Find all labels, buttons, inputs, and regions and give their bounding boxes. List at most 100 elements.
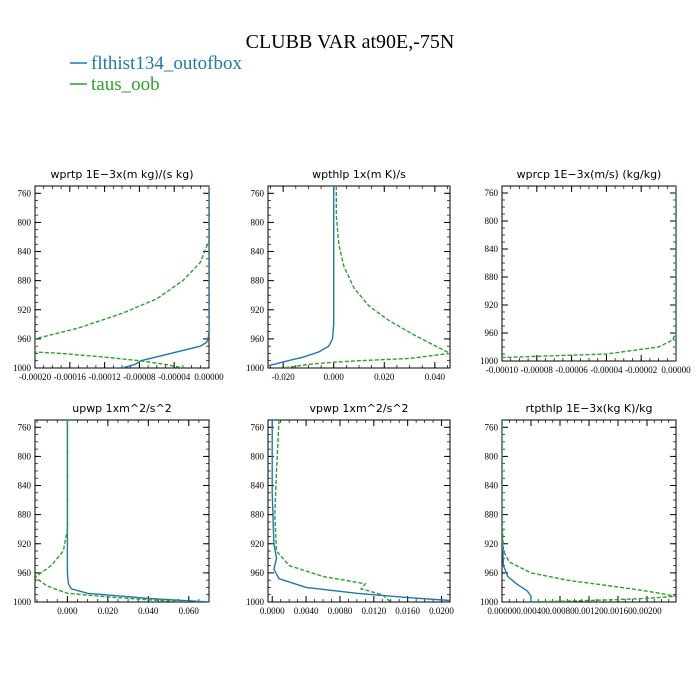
legend-label-flthist134: flthist134_outofbox — [91, 53, 242, 74]
series-line-taus-oob — [274, 420, 392, 602]
x-tick-label: -0.00008 — [123, 372, 156, 382]
y-tick-label: 920 — [485, 539, 499, 549]
y-tick-label: 760 — [18, 422, 32, 432]
y-tick-label: 960 — [485, 328, 499, 338]
y-tick-label: 880 — [251, 276, 265, 286]
x-tick-label: 0.040 — [425, 372, 446, 382]
x-tick-label: 0.000 — [324, 372, 345, 382]
y-tick-label: 880 — [251, 510, 265, 520]
y-tick-label: 880 — [18, 276, 32, 286]
y-tick-label: 800 — [18, 451, 32, 461]
panel-4: vpwp 1xm^2/s^276080084088092096010000.00… — [246, 402, 454, 616]
y-tick-label: 920 — [18, 539, 32, 549]
x-tick-label: 0.020 — [98, 606, 119, 616]
panel-5: rtpthlp 1E−3x(kg K)/kg 760 800 840 880 920 960… — [480, 402, 677, 616]
y-tick-label: 840 — [251, 247, 265, 257]
y-tick-label: 760 — [251, 422, 265, 432]
series-line-flthist134 — [502, 420, 532, 602]
plot-frame — [34, 185, 210, 369]
panel-title: vpwp 1xm^2/s^2 — [309, 402, 408, 415]
x-tick-label: 0.0040 — [294, 606, 319, 616]
y-tick-label: 1000 — [246, 597, 265, 607]
series-line-taus-oob — [502, 420, 676, 602]
y-tick-label: 1000 — [480, 356, 499, 366]
y-tick-label: 880 — [485, 510, 499, 520]
x-tick-label: 0.0200 — [429, 606, 454, 616]
x-tick-label: 0.0120 — [361, 606, 386, 616]
y-tick-label: 1000 — [246, 363, 265, 373]
series-line-flthist134 — [271, 420, 450, 602]
panel-title: rtpthlp 1E−3x(kg K)/kg — [525, 402, 652, 415]
plot-frame — [501, 185, 677, 362]
y-tick-label: 960 — [251, 334, 265, 344]
x-tick-label: -0.020 — [272, 372, 296, 382]
y-tick-label: 800 — [485, 216, 499, 226]
y-tick-label: 800 — [251, 451, 265, 461]
y-tick-label: 1000 — [480, 597, 499, 607]
x-tick-label: 0.0160 — [395, 606, 420, 616]
series-line-taus-oob — [502, 186, 676, 359]
series-line-flthist134 — [66, 420, 209, 602]
x-tick-label: -0.00020 — [19, 372, 52, 382]
y-tick-label: 840 — [251, 481, 265, 491]
y-tick-label: 760 — [485, 422, 499, 432]
x-tick-label: -0.00008 — [521, 365, 554, 375]
x-tick-label: -0.00004 — [158, 372, 191, 382]
y-tick-label: 760 — [251, 188, 265, 198]
legend: flthist134_outofbox taus_oob — [70, 53, 242, 95]
series-line-taus-oob — [35, 238, 209, 368]
x-tick-label: 0.000 — [57, 606, 78, 616]
x-tick-label: -0.00016 — [54, 372, 87, 382]
y-tick-label: 920 — [18, 305, 32, 315]
y-tick-label: 960 — [485, 568, 499, 578]
x-tick-label: -0.00012 — [88, 372, 120, 382]
y-tick-label: 920 — [485, 300, 499, 310]
y-tick-label: 800 — [18, 217, 32, 227]
plot-frame — [34, 419, 210, 603]
panel-0: wprtp 1E−3x(m kg)/(s kg) 760 800 840 880 920 9… — [13, 168, 224, 382]
panel-title: wprcp 1E−3x(m/s) (kg/kg) — [517, 168, 662, 181]
x-tick-label: 0.00160 — [603, 606, 633, 616]
series-line-taus-oob — [283, 186, 450, 368]
series-line-flthist134 — [121, 186, 209, 368]
panel-2: wprcp 1E−3x(m/s) (kg/kg) 760 800 840 880 920 9… — [480, 168, 691, 375]
legend-label-taus-oob: taus_oob — [91, 74, 160, 95]
panel-3: upwp 1xm^2/s^2 760 800 840 880 920 960 1000 0.00… — [13, 402, 210, 616]
x-tick-label: 0.0080 — [328, 606, 353, 616]
y-tick-label: 840 — [485, 481, 499, 491]
x-tick-label: -0.00010 — [486, 365, 519, 375]
x-tick-label: 0.00000 — [194, 372, 224, 382]
x-tick-label: -0.00002 — [625, 365, 657, 375]
x-tick-label: 0.040 — [138, 606, 159, 616]
y-tick-label: 1000 — [13, 597, 32, 607]
panel-title: wpthlp 1x(m K)/s — [312, 168, 406, 181]
y-tick-label: 920 — [251, 305, 265, 315]
x-tick-label: 0.00080 — [545, 606, 575, 616]
panel-title: wprtp 1E−3x(m kg)/(s kg) — [51, 168, 194, 181]
x-tick-label: 0.020 — [374, 372, 395, 382]
plot-frame — [267, 185, 451, 369]
y-tick-label: 880 — [485, 272, 499, 282]
y-tick-label: 960 — [18, 334, 32, 344]
x-tick-label: -0.00004 — [590, 365, 623, 375]
y-tick-label: 800 — [251, 217, 265, 227]
plot-frame — [267, 419, 451, 603]
x-tick-label: 0.00120 — [574, 606, 604, 616]
y-tick-label: 1000 — [13, 363, 32, 373]
series-line-flthist134 — [268, 186, 335, 367]
x-tick-label: 0.00040 — [516, 606, 546, 616]
y-tick-label: 760 — [485, 188, 499, 198]
panel-1: wpthlp 1x(m K)/s 760 800 840 880 920 960 1000 -0… — [246, 168, 451, 382]
series-line-taus-oob — [35, 420, 189, 602]
y-tick-label: 800 — [485, 451, 499, 461]
y-tick-label: 880 — [18, 510, 32, 520]
figure-title: CLUBB VAR at90E,-75N — [246, 31, 455, 53]
y-tick-label: 960 — [251, 568, 265, 578]
y-tick-label: 760 — [18, 188, 32, 198]
y-tick-label: 840 — [18, 481, 32, 491]
x-tick-label: 0.00000 — [661, 365, 691, 375]
plot-frame — [501, 419, 677, 603]
x-tick-label: 0.00000 — [487, 606, 517, 616]
x-tick-label: 0.0000 — [260, 606, 285, 616]
